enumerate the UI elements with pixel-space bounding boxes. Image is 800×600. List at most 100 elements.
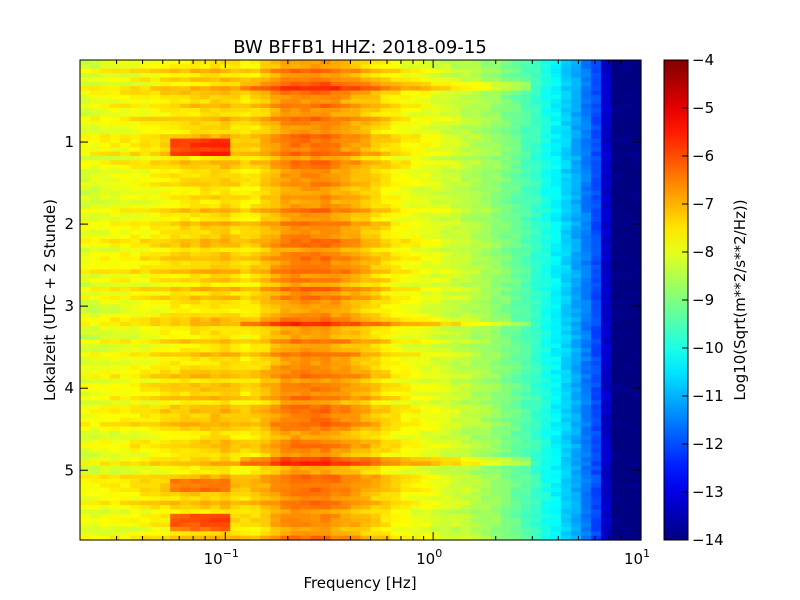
- heatmap-cell: [590, 169, 602, 175]
- heatmap-cell: [300, 247, 312, 253]
- heatmap-cell: [80, 94, 91, 100]
- heatmap-cell: [440, 334, 452, 340]
- heatmap-cell: [360, 212, 372, 218]
- heatmap-cell: [440, 234, 452, 240]
- heatmap-cell: [470, 304, 482, 310]
- heatmap-cell: [260, 177, 271, 183]
- heatmap-cell: [400, 356, 412, 362]
- heatmap-cell: [300, 321, 312, 327]
- heatmap-cell: [300, 64, 312, 70]
- heatmap-cell: [630, 260, 642, 266]
- heatmap-cell: [380, 260, 392, 266]
- heatmap-cell: [450, 195, 462, 201]
- heatmap-cell: [380, 252, 392, 257]
- heatmap-cell: [550, 225, 562, 231]
- heatmap-cell: [520, 94, 532, 100]
- heatmap-cell: [240, 413, 251, 419]
- heatmap-cell: [250, 422, 261, 428]
- heatmap-cell: [330, 382, 342, 388]
- heatmap-cell: [610, 317, 622, 323]
- heatmap-cell: [300, 313, 312, 319]
- heatmap-cell: [530, 225, 542, 231]
- heatmap-cell: [80, 321, 91, 327]
- heatmap-cell: [580, 121, 592, 127]
- heatmap-cell: [210, 374, 221, 380]
- heatmap-cell: [460, 160, 472, 166]
- heatmap-cell: [150, 138, 161, 144]
- heatmap-cell: [290, 247, 301, 253]
- heatmap-cell: [440, 103, 452, 109]
- heatmap-cell: [350, 204, 362, 209]
- heatmap-cell: [590, 409, 602, 415]
- heatmap-cell: [370, 295, 382, 301]
- heatmap-cell: [290, 208, 301, 214]
- heatmap-cell: [470, 151, 482, 157]
- heatmap-cell: [80, 409, 91, 415]
- heatmap-cell: [590, 417, 602, 423]
- heatmap-cell: [200, 334, 211, 340]
- heatmap-cell: [390, 400, 402, 406]
- heatmap-cell: [490, 304, 502, 310]
- heatmap-cell: [470, 252, 482, 257]
- heatmap-cell: [340, 169, 352, 175]
- heatmap-cell: [140, 217, 151, 223]
- heatmap-cell: [570, 430, 582, 436]
- heatmap-cell: [140, 108, 151, 113]
- heatmap-cell: [410, 86, 422, 92]
- heatmap-cell: [440, 313, 452, 319]
- heatmap-cell: [550, 282, 562, 288]
- heatmap-cell: [580, 173, 592, 179]
- heatmap-cell: [430, 400, 442, 406]
- heatmap-cell: [80, 121, 91, 127]
- heatmap-cell: [120, 230, 131, 236]
- heatmap-cell: [400, 182, 412, 188]
- heatmap-cell: [540, 339, 552, 345]
- heatmap-cell: [270, 300, 281, 305]
- heatmap-cell: [380, 94, 392, 100]
- heatmap-cell: [600, 129, 612, 135]
- heatmap-cell: [550, 435, 562, 441]
- heatmap-cell: [600, 382, 612, 388]
- heatmap-cell: [550, 273, 562, 279]
- heatmap-cell: [130, 81, 141, 87]
- heatmap-cell: [530, 151, 542, 157]
- heatmap-cell: [260, 444, 271, 449]
- heatmap-cell: [390, 304, 402, 310]
- heatmap-cell: [310, 435, 322, 441]
- heatmap-cell: [110, 160, 121, 166]
- heatmap-cell: [350, 413, 362, 419]
- heatmap-cell: [130, 286, 141, 292]
- heatmap-cell: [270, 169, 281, 175]
- heatmap-cell: [380, 64, 392, 70]
- heatmap-cell: [420, 99, 432, 105]
- heatmap-cell: [370, 160, 382, 166]
- heatmap-cell: [410, 387, 422, 393]
- heatmap-cell: [470, 221, 482, 227]
- heatmap-cell: [280, 378, 291, 384]
- heatmap-cell: [520, 129, 532, 135]
- heatmap-cell: [270, 409, 281, 415]
- heatmap-cell: [240, 151, 251, 157]
- heatmap-cell: [370, 430, 382, 436]
- heatmap-cell: [240, 164, 251, 170]
- heatmap-cell: [230, 396, 241, 401]
- heatmap-cell: [300, 138, 312, 144]
- heatmap-cell: [630, 387, 642, 393]
- heatmap-cell: [510, 217, 522, 223]
- heatmap-cell: [600, 138, 612, 144]
- heatmap-cell: [410, 195, 422, 201]
- heatmap-cell: [470, 295, 482, 301]
- heatmap-cell: [360, 426, 372, 432]
- heatmap-cell: [300, 160, 312, 166]
- heatmap-cell: [300, 134, 312, 140]
- heatmap-cell: [140, 112, 151, 118]
- heatmap-cell: [310, 361, 322, 367]
- heatmap-cell: [450, 417, 462, 423]
- heatmap-cell: [310, 439, 322, 445]
- heatmap-cell: [470, 186, 482, 192]
- heatmap-cell: [330, 60, 342, 65]
- heatmap-cell: [160, 147, 171, 153]
- heatmap-cell: [110, 256, 121, 262]
- heatmap-cell: [140, 99, 151, 105]
- heatmap-cell: [230, 116, 241, 122]
